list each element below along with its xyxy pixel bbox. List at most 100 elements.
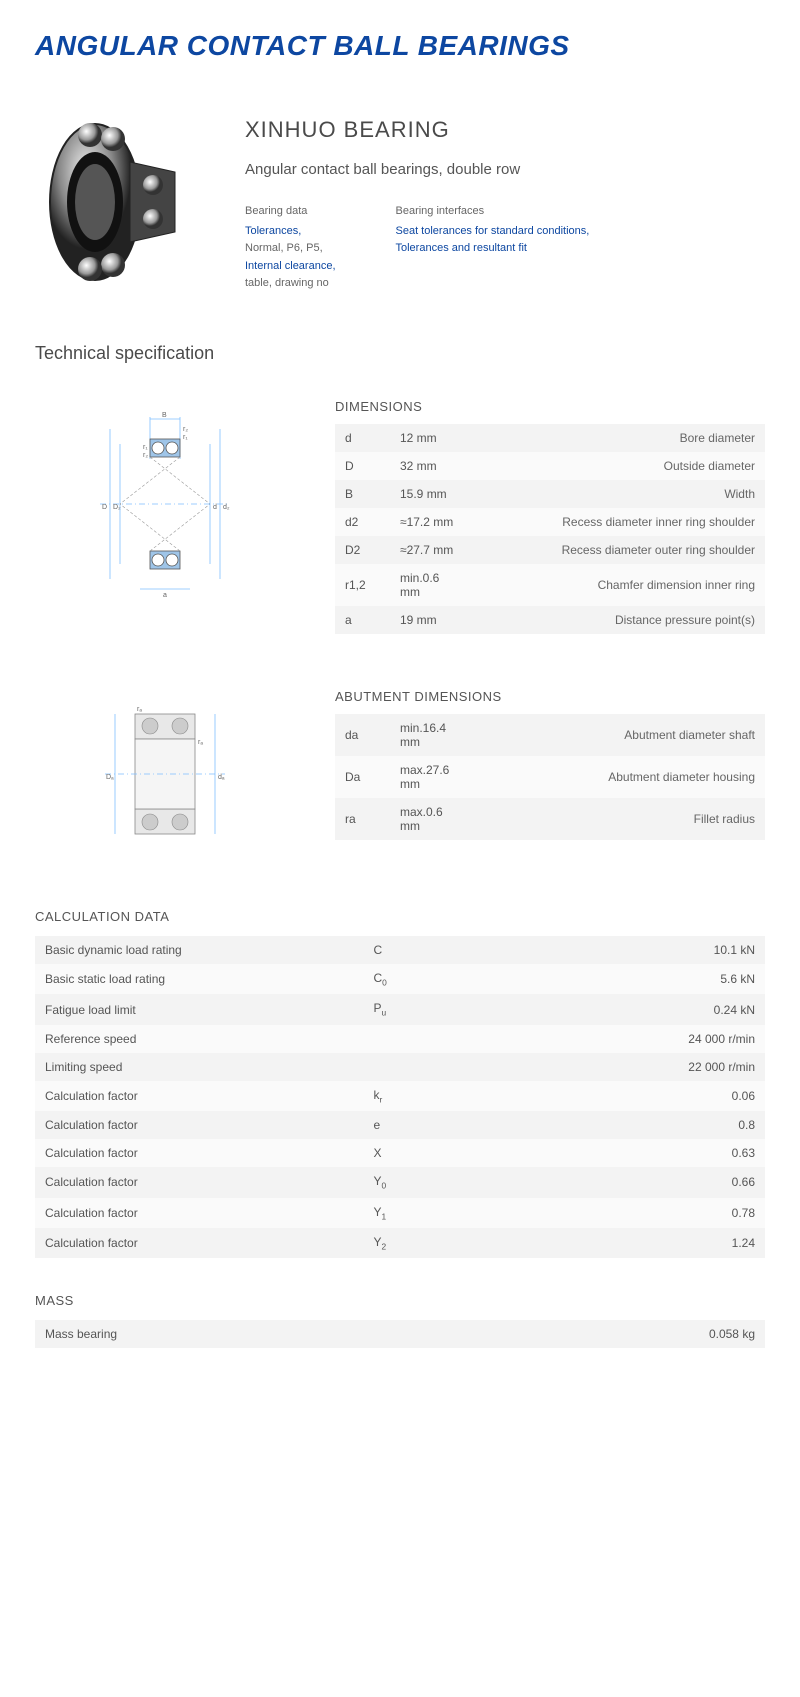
- symbol-cell: r1,2: [335, 564, 390, 606]
- symbol-cell: D2: [335, 536, 390, 564]
- table-row: Basic static load ratingC05.6 kN: [35, 964, 765, 994]
- text-normal-p6-p5: Normal, P6, P5,: [245, 240, 336, 258]
- svg-text:rₐ: rₐ: [137, 706, 142, 713]
- svg-text:Dₐ: Dₐ: [106, 774, 114, 781]
- table-row: Reference speed 24 000 r/min: [35, 1025, 765, 1053]
- symbol-cell: X: [364, 1139, 474, 1167]
- value-cell: 22 000 r/min: [473, 1053, 765, 1081]
- mass-table: Mass bearing 0.058 kg: [35, 1320, 765, 1348]
- desc-cell: Fillet radius: [470, 798, 765, 840]
- value-cell: 0.63: [473, 1139, 765, 1167]
- desc-cell: Outside diameter: [470, 452, 765, 480]
- value-cell: 24 000 r/min: [473, 1025, 765, 1053]
- table-row: Mass bearing 0.058 kg: [35, 1320, 765, 1348]
- calculation-table: Basic dynamic load ratingC10.1 kNBasic s…: [35, 936, 765, 1258]
- label-cell: Calculation factor: [35, 1167, 364, 1197]
- symbol-cell: kr: [364, 1081, 474, 1111]
- value-cell: min.16.4 mm: [390, 714, 470, 756]
- symbol-cell: da: [335, 714, 390, 756]
- svg-text:r₂: r₂: [183, 426, 188, 433]
- value-cell: 15.9 mm: [390, 480, 470, 508]
- abutment-title: ABUTMENT DIMENSIONS: [335, 689, 765, 704]
- symbol-cell: B: [335, 480, 390, 508]
- desc-cell: Abutment diameter housing: [470, 756, 765, 798]
- value-cell: ≈17.2 mm: [390, 508, 470, 536]
- desc-cell: Distance pressure point(s): [470, 606, 765, 634]
- text-table-drawing: table, drawing no: [245, 275, 336, 293]
- value-cell: 32 mm: [390, 452, 470, 480]
- symbol-cell: Pu: [364, 994, 474, 1024]
- col-head: Bearing interfaces: [396, 203, 590, 221]
- table-row: Calculation factorY00.66: [35, 1167, 765, 1197]
- svg-text:D₂: D₂: [113, 504, 121, 511]
- desc-cell: Recess diameter outer ring shoulder: [470, 536, 765, 564]
- link-seat-tolerances[interactable]: Seat tolerances for standard conditions,: [396, 223, 590, 241]
- symbol-cell: d: [335, 424, 390, 452]
- desc-cell: Recess diameter inner ring shoulder: [470, 508, 765, 536]
- table-row: D2≈27.7 mmRecess diameter outer ring sho…: [335, 536, 765, 564]
- abutment-data: ABUTMENT DIMENSIONS damin.16.4 mmAbutmen…: [335, 689, 765, 849]
- col-head: Bearing data: [245, 203, 336, 221]
- mass-title: MASS: [35, 1293, 765, 1308]
- svg-text:B: B: [162, 412, 167, 419]
- label-cell: Calculation factor: [35, 1139, 364, 1167]
- link-tolerances[interactable]: Tolerances,: [245, 223, 336, 241]
- symbol-cell: C: [364, 936, 474, 964]
- cross-section-diagram-icon: D D₂ d d₂ B r₂ r₁ r₁ r₂ a: [80, 409, 250, 599]
- table-row: ramax.0.6 mmFillet radius: [335, 798, 765, 840]
- table-row: a19 mmDistance pressure point(s): [335, 606, 765, 634]
- desc-cell: Chamfer dimension inner ring: [470, 564, 765, 606]
- desc-cell: Abutment diameter shaft: [470, 714, 765, 756]
- desc-cell: Width: [470, 480, 765, 508]
- value-cell: max.27.6 mm: [390, 756, 470, 798]
- dimensions-data: DIMENSIONS d12 mmBore diameterD32 mmOuts…: [335, 399, 765, 634]
- value-cell: 0.058 kg: [473, 1320, 765, 1348]
- bearing-render-icon: [35, 117, 185, 287]
- svg-text:r₂: r₂: [143, 452, 148, 459]
- calculation-section: CALCULATION DATA Basic dynamic load rati…: [35, 909, 765, 1258]
- abutment-diagram-icon: Dₐ dₐ rₐ rₐ: [90, 699, 240, 849]
- value-cell: ≈27.7 mm: [390, 536, 470, 564]
- brand-name: XINHUO BEARING: [245, 117, 765, 143]
- symbol-cell: D: [335, 452, 390, 480]
- symbol-cell: Y1: [364, 1198, 474, 1228]
- table-row: Calculation factorX0.63: [35, 1139, 765, 1167]
- value-cell: 0.8: [473, 1111, 765, 1139]
- link-tolerances-fit[interactable]: Tolerances and resultant fit: [396, 240, 590, 258]
- value-cell: max.0.6 mm: [390, 798, 470, 840]
- product-subtitle: Angular contact ball bearings, double ro…: [245, 161, 765, 178]
- product-info: XINHUO BEARING Angular contact ball bear…: [245, 117, 765, 293]
- svg-text:r₁: r₁: [143, 444, 148, 451]
- top-section: XINHUO BEARING Angular contact ball bear…: [35, 117, 765, 293]
- label-cell: Basic static load rating: [35, 964, 364, 994]
- svg-text:a: a: [163, 592, 167, 599]
- table-row: Fatigue load limitPu0.24 kN: [35, 994, 765, 1024]
- value-cell: 0.78: [473, 1198, 765, 1228]
- table-row: Limiting speed22 000 r/min: [35, 1053, 765, 1081]
- table-row: Calculation factorkr0.06: [35, 1081, 765, 1111]
- symbol-cell: Y2: [364, 1228, 474, 1258]
- value-cell: 19 mm: [390, 606, 470, 634]
- symbol-cell: a: [335, 606, 390, 634]
- value-cell: 1.24: [473, 1228, 765, 1258]
- svg-text:D: D: [102, 504, 107, 511]
- svg-text:dₐ: dₐ: [218, 774, 225, 781]
- tech-spec-heading: Technical specification: [35, 343, 765, 364]
- table-row: Calculation factorY10.78: [35, 1198, 765, 1228]
- page-title: ANGULAR CONTACT BALL BEARINGS: [35, 30, 765, 62]
- info-col-bearing-interfaces: Bearing interfaces Seat tolerances for s…: [396, 203, 590, 293]
- symbol-cell: e: [364, 1111, 474, 1139]
- abutment-table: damin.16.4 mmAbutment diameter shaftDama…: [335, 714, 765, 840]
- label-cell: Reference speed: [35, 1025, 364, 1053]
- table-row: Basic dynamic load ratingC10.1 kN: [35, 936, 765, 964]
- label-cell: Calculation factor: [35, 1198, 364, 1228]
- product-image: [35, 117, 195, 293]
- symbol-cell: [364, 1320, 474, 1348]
- link-internal-clearance[interactable]: Internal clearance,: [245, 258, 336, 276]
- abutment-block: Dₐ dₐ rₐ rₐ ABUTMENT DIMENSIONS damin.16…: [35, 689, 765, 849]
- table-row: Damax.27.6 mmAbutment diameter housing: [335, 756, 765, 798]
- value-cell: 0.66: [473, 1167, 765, 1197]
- symbol-cell: Da: [335, 756, 390, 798]
- label-cell: Mass bearing: [35, 1320, 364, 1348]
- info-columns: Bearing data Tolerances, Normal, P6, P5,…: [245, 203, 765, 293]
